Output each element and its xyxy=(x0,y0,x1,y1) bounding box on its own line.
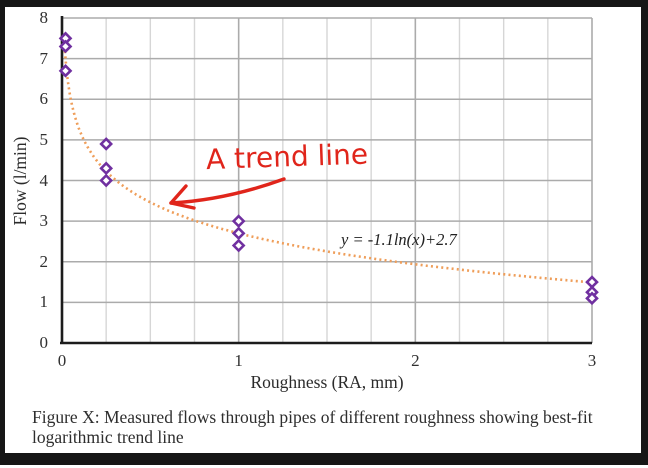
x-tick-label-1: 1 xyxy=(234,351,243,370)
data-point xyxy=(58,39,73,54)
y-tick-label-2: 2 xyxy=(39,251,49,271)
y-tick-label-1: 1 xyxy=(39,292,49,312)
data-point xyxy=(231,214,246,228)
data-point xyxy=(99,173,114,188)
x-tick-label-3: 3 xyxy=(587,351,597,370)
y-tick-label-8: 8 xyxy=(39,8,49,27)
data-point xyxy=(231,238,246,253)
y-axis-title: Flow (l/min) xyxy=(10,136,30,226)
y-tick-label-0: 0 xyxy=(39,333,49,352)
y-tick-label-4: 4 xyxy=(39,170,49,190)
y-tick-label-6: 6 xyxy=(39,89,49,109)
data-point xyxy=(99,137,114,151)
trendline-equation-label: y = -1.1ln(x)+2.7 xyxy=(341,230,457,249)
figure-caption: Figure X: Measured flows through pipes o… xyxy=(32,407,593,447)
x-axis-title: Roughness (RA, mm) xyxy=(250,372,404,392)
chart-plot-area xyxy=(58,16,599,345)
x-tick-label-2: 2 xyxy=(411,351,420,370)
trendline-annotation-text: A trend line xyxy=(205,137,369,177)
annotation-arrow-shaft xyxy=(169,177,286,205)
data-point xyxy=(99,161,114,176)
y-tick-label-3: 3 xyxy=(39,211,49,231)
y-tick-label-5: 5 xyxy=(39,129,49,149)
annotation-arrow-head xyxy=(169,184,196,210)
data-point xyxy=(585,291,599,306)
y-tick-label-7: 7 xyxy=(39,48,49,68)
x-tick-label-0: 0 xyxy=(57,351,67,370)
data-point xyxy=(231,226,246,241)
data-point xyxy=(58,63,73,78)
